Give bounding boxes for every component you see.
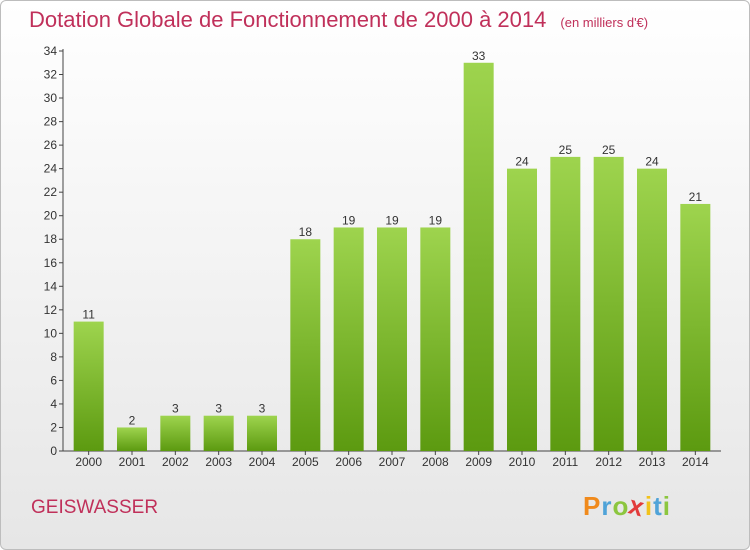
y-tick-label: 0 (50, 444, 57, 458)
bar-2009 (463, 62, 494, 451)
x-tick-label: 2005 (292, 455, 319, 469)
bar-2013 (637, 168, 667, 451)
y-tick-label: 26 (44, 138, 58, 152)
proxiti-logo: Proxiti (583, 490, 671, 523)
data-label: 25 (602, 143, 616, 157)
bar-2011 (550, 156, 581, 451)
chart-title: Dotation Globale de Fonctionnement de 20… (29, 7, 648, 33)
bar-2001 (117, 427, 147, 451)
x-tick-label: 2014 (682, 455, 709, 469)
y-tick-label: 18 (44, 232, 58, 246)
data-label: 3 (172, 402, 179, 416)
logo-letter: P (583, 491, 602, 521)
y-tick-label: 34 (44, 44, 58, 58)
bar-2005 (290, 239, 321, 451)
x-tick-label: 2003 (205, 455, 232, 469)
bar-2008 (420, 227, 451, 451)
data-label: 21 (689, 190, 703, 204)
x-tick-label: 2004 (249, 455, 276, 469)
y-tick-label: 10 (44, 326, 58, 340)
y-tick-label: 24 (44, 162, 58, 176)
x-tick-label: 2009 (465, 455, 492, 469)
title-text: Dotation Globale de Fonctionnement de 20… (29, 7, 547, 32)
y-tick-label: 8 (50, 350, 57, 364)
data-label: 33 (472, 49, 486, 63)
x-tick-label: 2002 (162, 455, 189, 469)
bar-2003 (203, 415, 234, 451)
y-tick-label: 4 (50, 397, 57, 411)
y-tick-label: 16 (44, 256, 58, 270)
x-tick-label: 2008 (422, 455, 449, 469)
x-tick-label: 2006 (335, 455, 362, 469)
data-label: 19 (429, 213, 443, 227)
bar-2010 (507, 168, 537, 451)
x-tick-label: 2007 (379, 455, 406, 469)
bar-2007 (377, 227, 407, 451)
y-tick-label: 32 (44, 68, 58, 82)
logo-letter: i (662, 491, 671, 521)
y-tick-label: 12 (44, 303, 58, 317)
data-label: 25 (559, 143, 573, 157)
y-tick-label: 30 (44, 91, 58, 105)
data-label: 24 (645, 155, 659, 169)
x-tick-label: 2000 (75, 455, 102, 469)
bar-2004 (247, 415, 277, 451)
logo-letter: o (612, 491, 630, 521)
bar-2006 (333, 227, 364, 451)
y-tick-label: 22 (44, 185, 58, 199)
data-label: 18 (299, 225, 313, 239)
x-tick-label: 2001 (119, 455, 146, 469)
bar-2012 (593, 156, 624, 451)
commune-name: GEISWASSER (31, 497, 159, 518)
data-label: 3 (215, 402, 222, 416)
x-tick-label: 2012 (595, 455, 622, 469)
unit-label: (en milliers d'€) (560, 15, 649, 30)
data-label: 2 (129, 413, 136, 427)
bar-2000 (73, 321, 104, 451)
x-tick-label: 2011 (552, 455, 578, 469)
logo-letter: i (644, 491, 654, 521)
data-label: 19 (385, 213, 399, 227)
bar-2014 (680, 203, 711, 451)
y-tick-label: 14 (44, 279, 58, 293)
logo-letter: r (601, 491, 613, 521)
data-label: 11 (82, 308, 95, 322)
logo-letter: t (653, 491, 663, 521)
y-tick-label: 6 (50, 373, 57, 387)
bar-2002 (160, 415, 191, 451)
y-tick-label: 28 (44, 115, 58, 129)
x-tick-label: 2013 (639, 455, 666, 469)
data-label: 24 (515, 155, 529, 169)
y-tick-label: 20 (44, 209, 58, 223)
data-label: 19 (342, 213, 356, 227)
y-tick-label: 2 (50, 420, 57, 434)
data-label: 3 (259, 402, 266, 416)
x-tick-label: 2010 (509, 455, 536, 469)
